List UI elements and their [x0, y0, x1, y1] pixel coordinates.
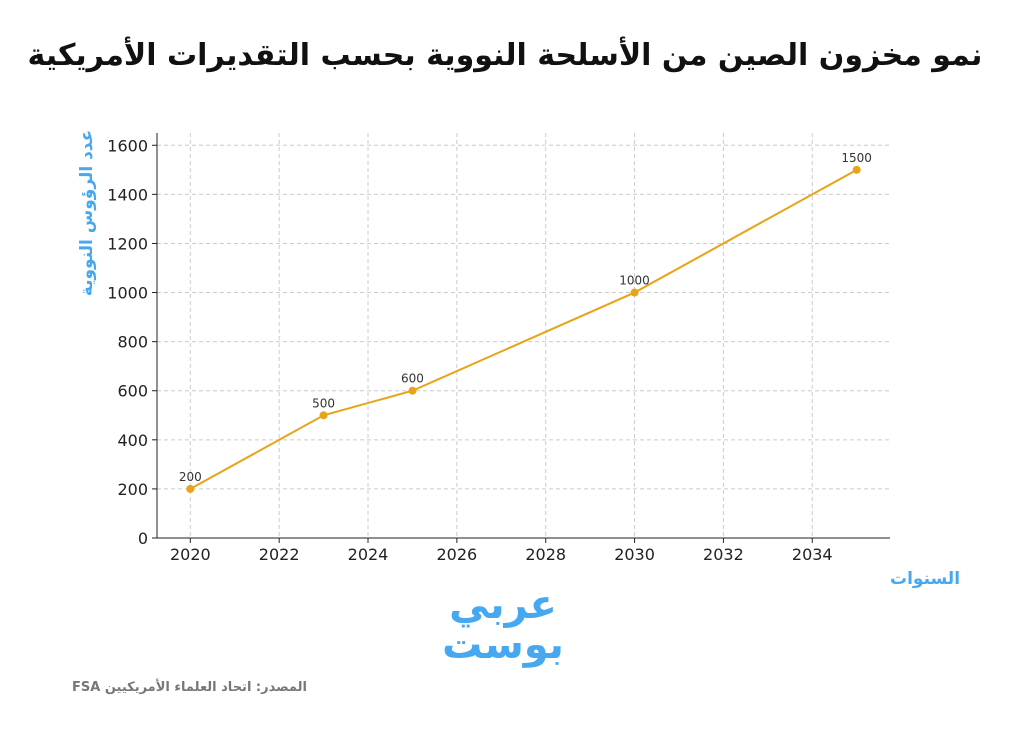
y-tick-label: 1400	[107, 185, 148, 204]
y-tick-label: 200	[117, 480, 148, 499]
y-tick-label: 1200	[107, 234, 148, 253]
x-tick-label: 2022	[259, 545, 300, 564]
logo-line2: بوست	[442, 622, 564, 668]
y-tick-label: 0	[138, 529, 148, 548]
data-label: 200	[179, 470, 202, 484]
logo: عربي بوست	[403, 585, 603, 665]
y-tick-label: 1600	[107, 136, 148, 155]
x-tick-label: 2020	[170, 545, 211, 564]
y-tick-label: 600	[117, 382, 148, 401]
x-axis-label: السنوات	[890, 569, 960, 589]
data-label: 500	[312, 396, 335, 410]
data-label: 1000	[619, 274, 650, 288]
x-tick-label: 2030	[614, 545, 655, 564]
data-point	[408, 386, 417, 395]
y-tick-label: 1000	[107, 284, 148, 303]
x-tick-label: 2024	[348, 545, 389, 564]
data-point	[630, 288, 639, 297]
x-tick-label: 2032	[703, 545, 744, 564]
data-point	[186, 484, 195, 493]
series-line	[189, 168, 858, 490]
x-tick-label: 2026	[437, 545, 478, 564]
y-axis-label: عدد الرؤوس النووية	[77, 130, 97, 296]
source-note: المصدر: اتحاد العلماء الأمريكيين FSA	[72, 680, 307, 695]
chart-title: نمو مخزون الصين من الأسلحة النووية بحسب …	[27, 38, 983, 73]
x-tick-label: 2028	[525, 545, 566, 564]
y-tick-label: 800	[117, 333, 148, 352]
data-label: 1500	[841, 151, 872, 165]
y-tick-label: 400	[117, 431, 148, 450]
data-point	[852, 165, 861, 174]
x-tick-label: 2034	[792, 545, 833, 564]
logo-line1: عربي	[449, 582, 557, 628]
data-point	[319, 411, 328, 420]
data-label: 600	[401, 372, 424, 386]
